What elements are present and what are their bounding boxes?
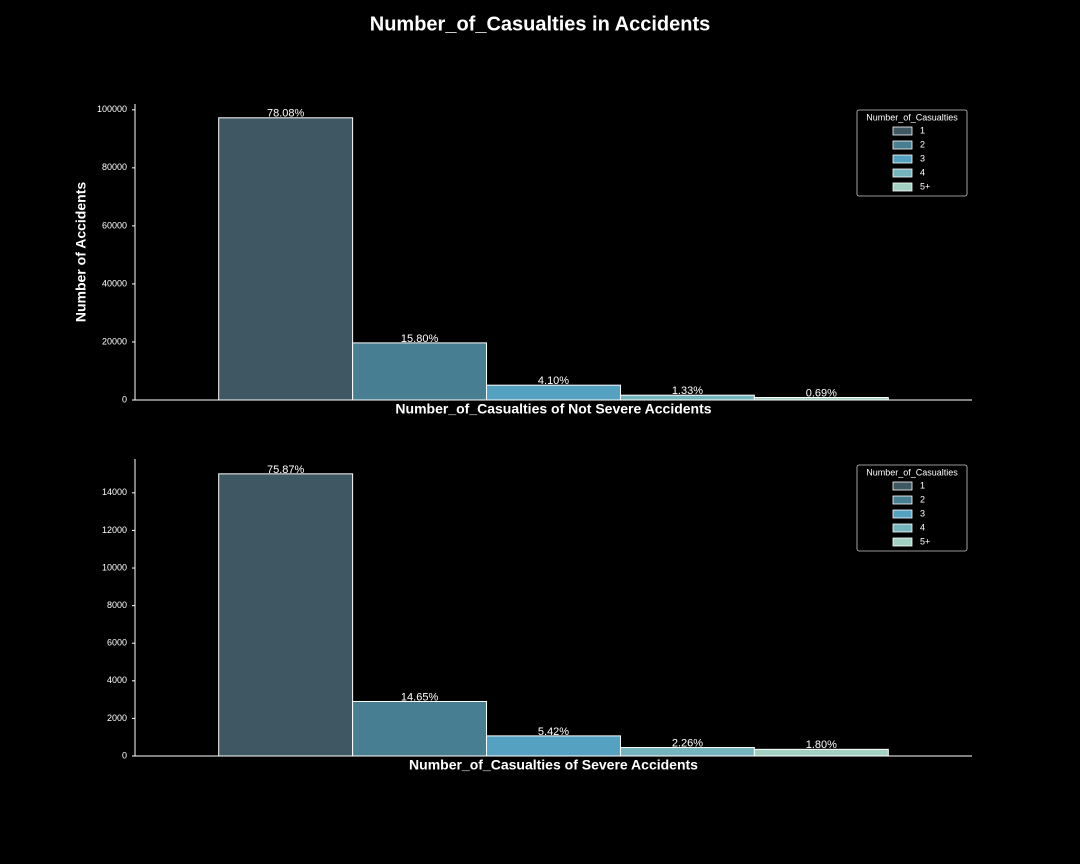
y-tick-label: 10000 [102, 562, 127, 572]
legend-swatch [892, 126, 913, 136]
value-label: 15.80% [401, 333, 439, 345]
y-tick-label: 14000 [102, 487, 127, 497]
legend-title: Number_of_Casualties [866, 112, 958, 122]
y-tick-label: 6000 [107, 638, 127, 648]
bar [352, 342, 488, 401]
legend-swatch [892, 154, 913, 164]
legend-label: 1 [920, 480, 925, 490]
legend-swatch [892, 509, 913, 519]
bar [753, 397, 889, 401]
y-tick-label: 12000 [102, 525, 127, 535]
value-label: 5.42% [538, 726, 569, 738]
y-tick-label: 40000 [102, 278, 127, 288]
bar [486, 735, 621, 757]
y-tick-label: 60000 [102, 220, 127, 230]
legend-label: 4 [920, 522, 925, 532]
legend-swatch [892, 168, 913, 178]
y-tick-label: 8000 [107, 600, 127, 610]
bar [352, 700, 488, 757]
value-label: 1.80% [806, 739, 837, 751]
value-label: 2.26% [672, 737, 703, 749]
value-label: 78.08% [267, 108, 305, 120]
y-tick-label: 0 [122, 750, 127, 760]
legend-box [856, 464, 968, 552]
y-tick-label: 0 [122, 394, 127, 404]
legend-label: 4 [920, 167, 925, 177]
value-label: 14.65% [401, 691, 439, 703]
y-tick-label: 100000 [97, 104, 127, 114]
y-tick-label: 80000 [102, 162, 127, 172]
value-label: 75.87% [267, 464, 305, 476]
legend-swatch [892, 495, 913, 505]
legend-label: 1 [920, 125, 925, 135]
legend-swatch [892, 537, 913, 547]
bar [753, 748, 889, 757]
y-tick-label: 4000 [107, 675, 127, 685]
bar [486, 384, 621, 401]
legend-label: 3 [920, 153, 925, 163]
bar [218, 473, 354, 757]
legend-swatch [892, 182, 913, 192]
legend-label: 5+ [920, 181, 930, 191]
legend-box [856, 109, 968, 197]
legend-label: 3 [920, 508, 925, 518]
value-label: 1.33% [672, 385, 703, 397]
legend-label: 2 [920, 494, 925, 504]
figure-title: Number_of_Casualties in Accidents [370, 13, 710, 35]
legend-title: Number_of_Casualties [866, 467, 958, 477]
legend-swatch [892, 523, 913, 533]
x-axis-label: Number_of_Casualties of Not Severe Accid… [395, 401, 711, 417]
y-axis-label: Number of Accidents [73, 182, 89, 322]
value-label: 4.10% [538, 375, 569, 387]
value-label: 0.69% [806, 387, 837, 399]
x-axis-label: Number_of_Casualties of Severe Accidents [409, 757, 698, 773]
y-tick-label: 2000 [107, 713, 127, 723]
y-tick-label: 20000 [102, 336, 127, 346]
legend-swatch [892, 140, 913, 150]
legend-label: 2 [920, 139, 925, 149]
legend-label: 5+ [920, 536, 930, 546]
bar [218, 117, 354, 401]
legend-swatch [892, 481, 913, 491]
